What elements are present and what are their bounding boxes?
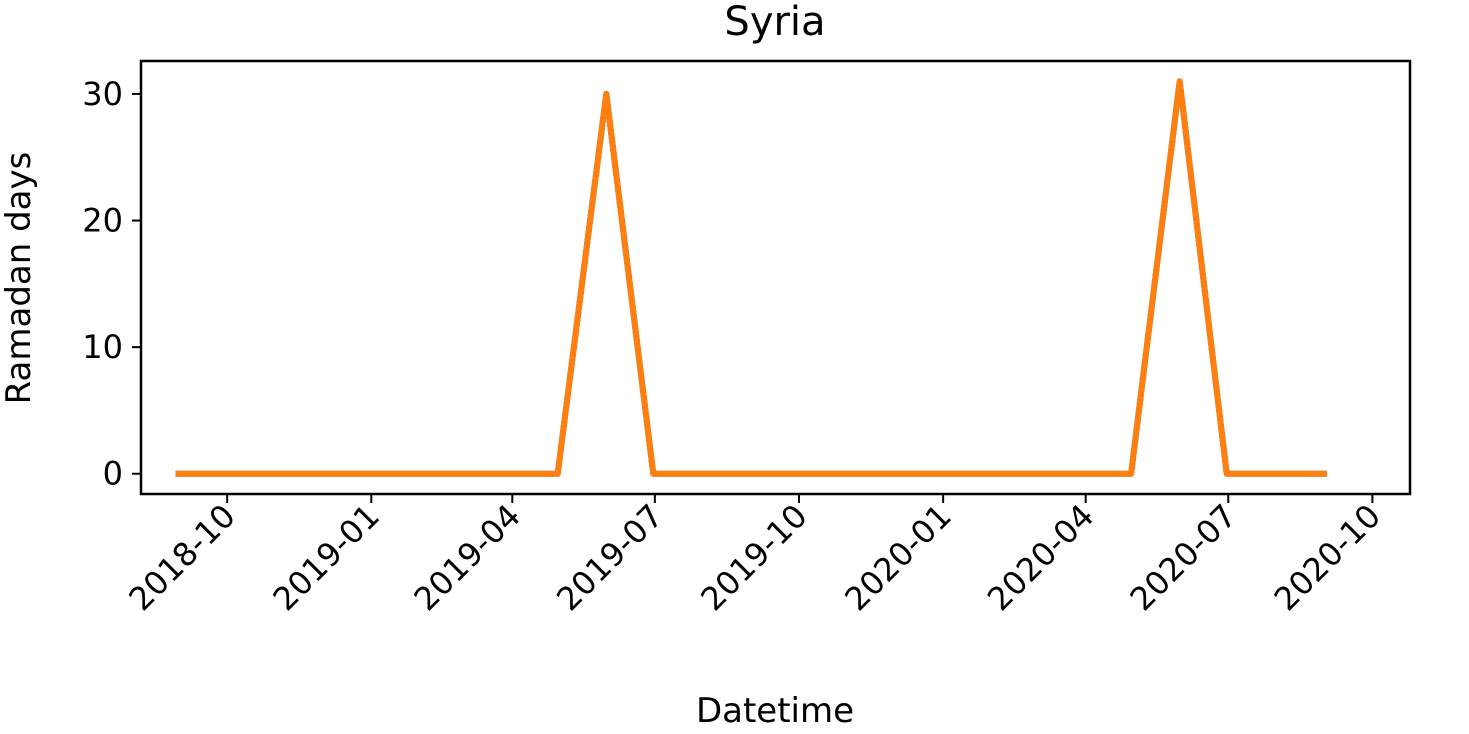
- x-tick-label: 2020-10: [1267, 497, 1388, 618]
- x-tick-label: 2019-07: [549, 497, 670, 618]
- y-axis-label: Ramadan days: [0, 152, 39, 405]
- x-axis-label: Datetime: [696, 691, 854, 731]
- x-tick-label: 2019-10: [693, 497, 814, 618]
- series-line-1: [175, 78, 1327, 477]
- x-tick-label: 2018-10: [121, 497, 242, 618]
- x-tick-label: 2020-07: [1123, 497, 1244, 618]
- y-tick-label: 10: [82, 328, 123, 366]
- x-axis-ticks: 2018-10 2019-01 2019-04 2019-07 2019-10 2020-…: [121, 494, 1388, 618]
- y-tick-label: 20: [82, 202, 123, 240]
- y-tick-label: 30: [82, 75, 123, 113]
- series-line-2: [175, 78, 1327, 477]
- x-tick-label: 2019-01: [266, 497, 387, 618]
- x-tick-label: 2019-04: [407, 497, 528, 618]
- chart-title: Syria: [724, 0, 825, 45]
- y-axis-ticks: 0 10 20 30: [82, 75, 141, 493]
- y-tick-label: 0: [103, 455, 123, 493]
- x-tick-label: 2020-01: [837, 497, 958, 618]
- plot-area-frame: [139, 59, 1412, 496]
- series-layer: [175, 78, 1327, 477]
- x-tick-label: 2020-04: [980, 497, 1101, 618]
